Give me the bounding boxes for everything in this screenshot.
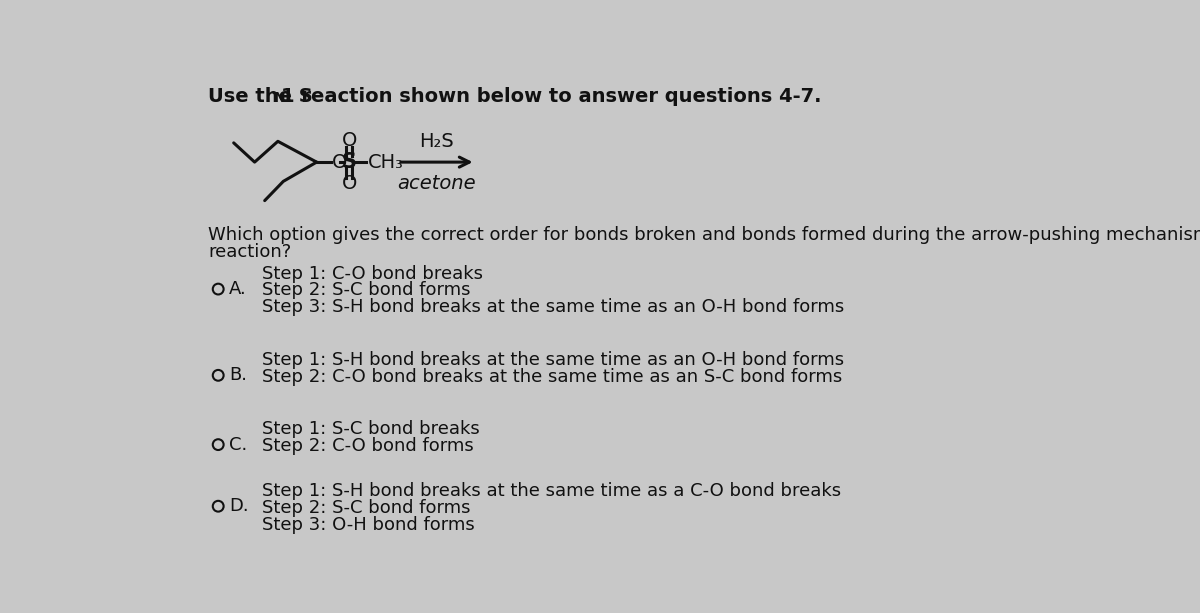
Text: Step 2: S-C bond forms: Step 2: S-C bond forms bbox=[263, 281, 470, 300]
Text: D.: D. bbox=[229, 497, 248, 515]
Text: CH₃: CH₃ bbox=[367, 153, 403, 172]
Text: H₂S: H₂S bbox=[419, 132, 454, 151]
Text: Which option gives the correct order for bonds broken and bonds formed during th: Which option gives the correct order for… bbox=[208, 226, 1200, 244]
Text: Step 2: S-C bond forms: Step 2: S-C bond forms bbox=[263, 498, 470, 517]
Text: Step 1: S-H bond breaks at the same time as an O-H bond forms: Step 1: S-H bond breaks at the same time… bbox=[263, 351, 845, 369]
Text: Step 3: O-H bond forms: Step 3: O-H bond forms bbox=[263, 516, 475, 533]
Text: Step 3: S-H bond breaks at the same time as an O-H bond forms: Step 3: S-H bond breaks at the same time… bbox=[263, 299, 845, 316]
Text: N: N bbox=[274, 91, 286, 105]
Text: 1 reaction shown below to answer questions 4-7.: 1 reaction shown below to answer questio… bbox=[281, 88, 822, 107]
Text: B.: B. bbox=[229, 367, 247, 384]
Text: S: S bbox=[342, 152, 356, 172]
Text: Step 2: C-O bond forms: Step 2: C-O bond forms bbox=[263, 437, 474, 455]
Text: reaction?: reaction? bbox=[208, 243, 292, 261]
Text: Step 1: S-C bond breaks: Step 1: S-C bond breaks bbox=[263, 420, 480, 438]
Text: O: O bbox=[332, 153, 348, 172]
Text: O: O bbox=[342, 174, 356, 193]
Text: Step 2: C-O bond breaks at the same time as an S-C bond forms: Step 2: C-O bond breaks at the same time… bbox=[263, 368, 842, 386]
Text: Step 1: S-H bond breaks at the same time as a C-O bond breaks: Step 1: S-H bond breaks at the same time… bbox=[263, 482, 841, 500]
Text: C.: C. bbox=[229, 436, 247, 454]
Text: acetone: acetone bbox=[397, 173, 476, 192]
Text: Step 1: C-O bond breaks: Step 1: C-O bond breaks bbox=[263, 265, 484, 283]
Text: Use the S: Use the S bbox=[208, 88, 313, 107]
Text: O: O bbox=[342, 131, 356, 150]
Text: A.: A. bbox=[229, 280, 247, 298]
